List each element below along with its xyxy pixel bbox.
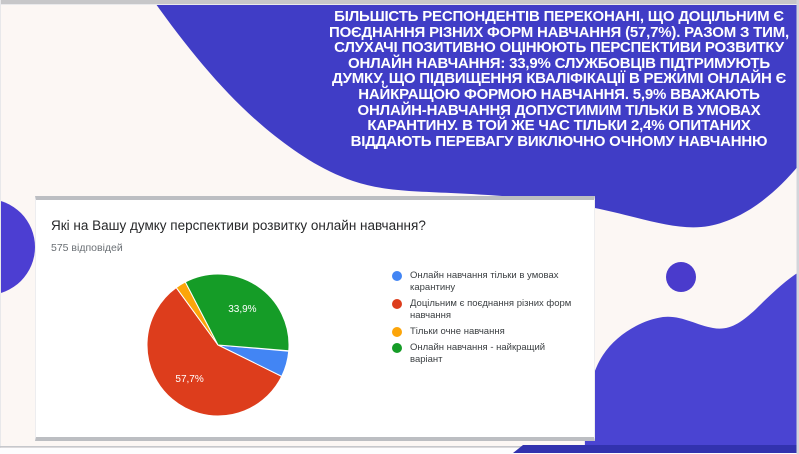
legend-dot-icon [392, 327, 402, 337]
frame-top-edge [0, 0, 799, 4]
legend-item-3: Онлайн навчання - найкращий варіант [392, 342, 574, 366]
legend-label: Тільки очне навчання [410, 326, 505, 337]
responses-count: 575 відповідей [51, 242, 123, 254]
chart-legend: Онлайн навчання тільки в умовах карантин… [392, 270, 574, 370]
small-circle-shape [666, 262, 696, 292]
pie-slice-1 [146, 286, 283, 417]
pie-slice-label-1: 57,7% [175, 374, 203, 385]
legend-item-1: Доцільним є поєднання різних форм навчан… [392, 298, 574, 322]
frame-right-edge [796, 0, 799, 454]
legend-item-0: Онлайн навчання тільки в умовах карантин… [392, 270, 574, 294]
legend-label: Онлайн навчання тільки в умовах карантин… [410, 270, 559, 293]
frame-bottom-strip [0, 448, 799, 454]
frame-left-edge [0, 0, 1, 454]
summary-text: БІЛЬШІСТЬ РЕСПОНДЕНТІВ ПЕРЕКОНАНІ, ЩО ДО… [329, 8, 789, 150]
question-title: Які на Вашу думку перспективи розвитку о… [51, 218, 426, 233]
pie-slice-label-3: 33,9% [228, 304, 256, 315]
legend-item-2: Тільки очне навчання [392, 326, 574, 338]
legend-dot-icon [392, 271, 402, 281]
pie-slice-3 [184, 273, 290, 352]
form-results-card: Які на Вашу думку перспективи розвитку о… [35, 196, 595, 441]
bottom-navy-bar [513, 445, 799, 453]
legend-dot-icon [392, 343, 402, 353]
pie-chart: 57,7% 33,9% [146, 273, 290, 417]
left-circle-shape [0, 200, 35, 294]
legend-label: Доцільним є поєднання різних форм навчан… [410, 298, 572, 321]
frame-top-edge-highlight [0, 4, 799, 5]
top-blob-shape [153, 0, 799, 228]
frame-bottom-line [0, 446, 799, 448]
bottom-blob-shape [584, 272, 799, 454]
legend-dot-icon [392, 299, 402, 309]
legend-label: Онлайн навчання - найкращий варіант [410, 342, 546, 365]
